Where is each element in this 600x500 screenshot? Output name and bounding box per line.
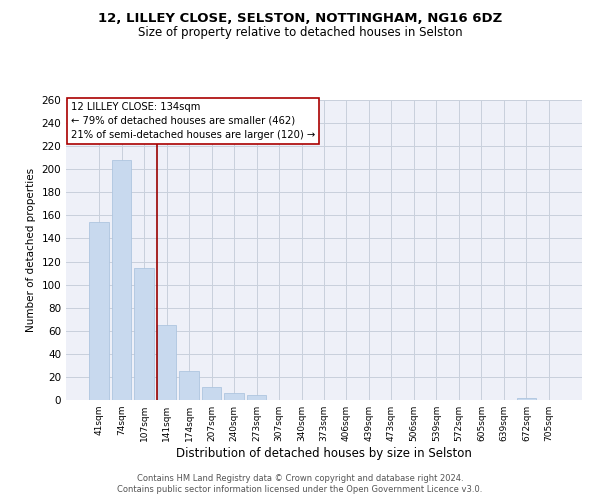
Text: 12 LILLEY CLOSE: 134sqm
← 79% of detached houses are smaller (462)
21% of semi-d: 12 LILLEY CLOSE: 134sqm ← 79% of detache… [71,102,316,140]
Bar [112,160,131,400]
Bar [89,222,109,400]
Bar [179,371,199,400]
X-axis label: Distribution of detached houses by size in Selston: Distribution of detached houses by size … [176,447,472,460]
Y-axis label: Number of detached properties: Number of detached properties [26,168,36,332]
Bar [134,268,154,400]
Text: Contains public sector information licensed under the Open Government Licence v3: Contains public sector information licen… [118,485,482,494]
Text: Contains HM Land Registry data © Crown copyright and database right 2024.: Contains HM Land Registry data © Crown c… [137,474,463,483]
Bar [224,393,244,400]
Bar [157,325,176,400]
Bar [202,388,221,400]
Bar [517,398,536,400]
Text: 12, LILLEY CLOSE, SELSTON, NOTTINGHAM, NG16 6DZ: 12, LILLEY CLOSE, SELSTON, NOTTINGHAM, N… [98,12,502,26]
Bar [247,396,266,400]
Text: Size of property relative to detached houses in Selston: Size of property relative to detached ho… [137,26,463,39]
